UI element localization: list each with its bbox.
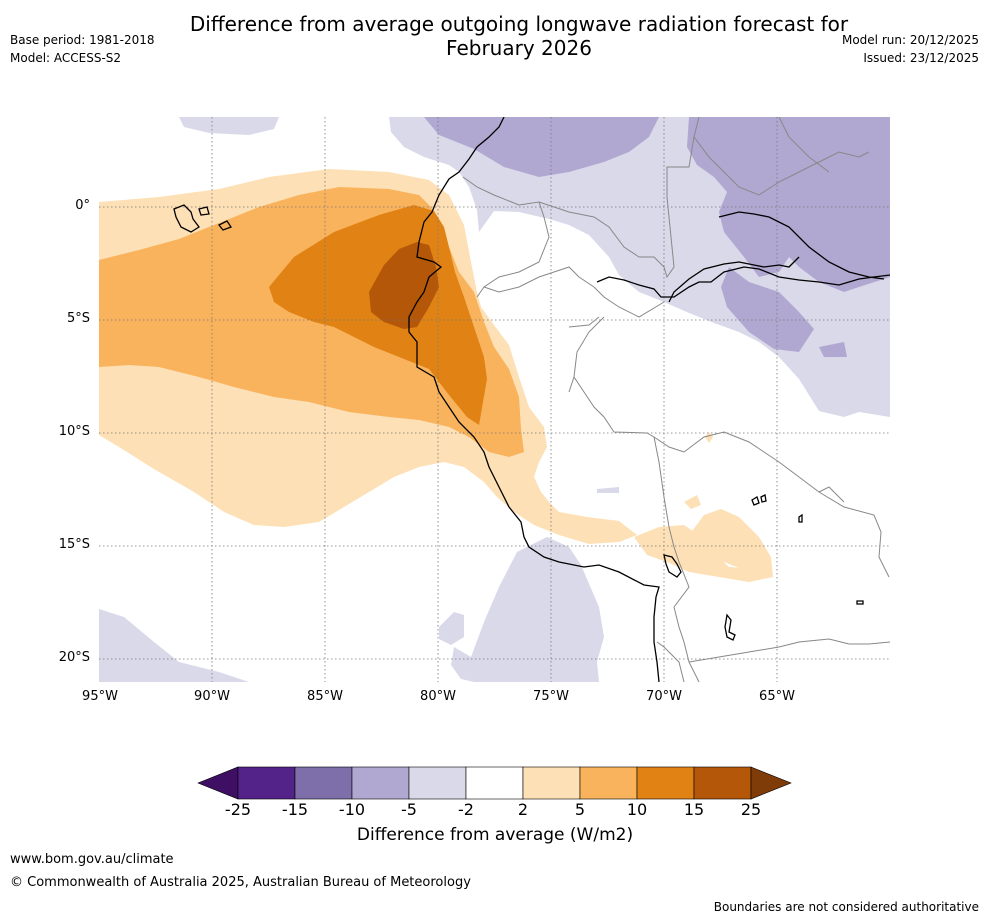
border-south-peru (568, 376, 575, 393)
website-link[interactable]: www.bom.gov.au/climate (10, 852, 174, 867)
border-amazon-peru (568, 316, 600, 328)
border-venezuela-east (778, 117, 830, 173)
border-argentina-chile (656, 641, 685, 682)
contour-light-purple-small-island (439, 612, 464, 645)
border-colombia-venezuela (538, 136, 695, 279)
lon-label-75w: 75°W (533, 689, 569, 704)
lat-label-20s: 20°S (58, 650, 90, 665)
contour-light-purple-tiny (597, 487, 619, 493)
colorbar-swatch (294, 766, 353, 800)
border-venezuela-north-2 (693, 136, 720, 168)
lat-label-15s: 15°S (58, 537, 90, 552)
border-bolivia-chile (673, 606, 700, 682)
lake-poopo (724, 613, 736, 641)
lon-label-90w: 90°W (194, 689, 230, 704)
boundary-disclaimer: Boundaries are not considered authoritat… (713, 900, 979, 914)
amazon-river (668, 256, 800, 303)
galapagos-3 (198, 206, 210, 216)
border-bolivia-argentina (688, 638, 890, 663)
contour-light-purple-south-central (451, 537, 604, 682)
lake-titicaca (663, 554, 682, 578)
small-lake-1 (751, 496, 760, 506)
colorbar-extend-low (197, 766, 239, 800)
lon-label-65w: 65°W (759, 689, 795, 704)
colorbar-tick-label: 2 (517, 800, 529, 819)
small-lake-2 (760, 494, 767, 503)
colorbar-swatch (237, 766, 296, 800)
colorbar-label: Difference from average (W/m2) (356, 825, 634, 845)
lat-label-5s: 5°S (66, 311, 90, 326)
border-venezuela-north (718, 151, 870, 196)
country-borders (462, 117, 890, 682)
colorbar-swatch (408, 766, 467, 800)
colorbar-tick-label: -25 (224, 800, 252, 819)
contour-light-orange-tiny-a (684, 495, 701, 509)
border-colombia-ecuador (462, 176, 550, 298)
anomaly-map (99, 117, 890, 682)
colorbar-tick-label: -15 (281, 800, 309, 819)
border-peru-bolivia (653, 436, 690, 608)
colorbar-tick-label: 5 (574, 800, 586, 819)
colorbar-tick-label: -2 (458, 800, 474, 819)
lon-label-95w: 95°W (82, 689, 118, 704)
border-east-brazil (818, 486, 845, 503)
border-bolivia-brazil (653, 431, 890, 578)
small-lake-4 (856, 600, 864, 605)
colorbar (197, 766, 792, 800)
contour-medium-purple-east (687, 117, 890, 292)
lat-label-10s: 10°S (58, 424, 90, 439)
border-peru-brazil (573, 316, 655, 438)
border-peru-colombia (483, 266, 665, 318)
galapagos-1 (173, 204, 200, 233)
colorbar-swatch (636, 766, 695, 800)
border-venezuela-brazil (693, 117, 700, 138)
colorbar-swatch (465, 766, 524, 800)
issued-label: Issued: 23/12/2025 (863, 51, 979, 65)
page-title: Difference from average outgoing longwav… (160, 12, 878, 60)
coastline (173, 117, 890, 682)
contour-light-purple-nw-strip (179, 117, 279, 135)
caribbean-coastline (596, 266, 890, 298)
lon-label-85w: 85°W (307, 689, 343, 704)
contour-medium-purple-lobe (721, 267, 814, 352)
model-label: Model: ACCESS-S2 (10, 51, 122, 65)
lon-label-80w: 80°W (420, 689, 456, 704)
base-period-label: Base period: 1981-2018 (10, 33, 155, 47)
colorbar-tick-label: 10 (626, 800, 648, 819)
small-lake-3 (798, 513, 803, 523)
amazon-delta (718, 211, 885, 280)
contour-medium-purple-small (819, 342, 847, 357)
copyright-text: © Commonwealth of Australia 2025, Austra… (10, 875, 471, 890)
colorbar-swatch (351, 766, 410, 800)
contour-medium-purple-north (424, 117, 659, 177)
title-line-1: Difference from average outgoing longwav… (189, 12, 849, 36)
contour-light-purple-sw (99, 609, 249, 682)
colorbar-tick-label: 25 (740, 800, 762, 819)
galapagos-2 (217, 220, 232, 231)
colorbar-swatch (579, 766, 638, 800)
contour-deep-orange (369, 242, 439, 329)
title-line-2: February 2026 (446, 36, 592, 60)
contour-light-orange-south-b (679, 509, 773, 577)
colorbar-swatches (197, 766, 792, 800)
colorbar-swatch (522, 766, 581, 800)
lon-label-70w: 70°W (646, 689, 682, 704)
colorbar-tick-label: -5 (401, 800, 417, 819)
colorbar-extend-high (750, 766, 792, 800)
colorbar-tick-label: -10 (338, 800, 366, 819)
model-run-label: Model run: 20/12/2025 (841, 33, 979, 47)
lat-label-0: 0° (75, 198, 90, 213)
pacific-coastline (408, 117, 660, 682)
colorbar-swatch (693, 766, 752, 800)
colorbar-tick-label: 15 (683, 800, 705, 819)
